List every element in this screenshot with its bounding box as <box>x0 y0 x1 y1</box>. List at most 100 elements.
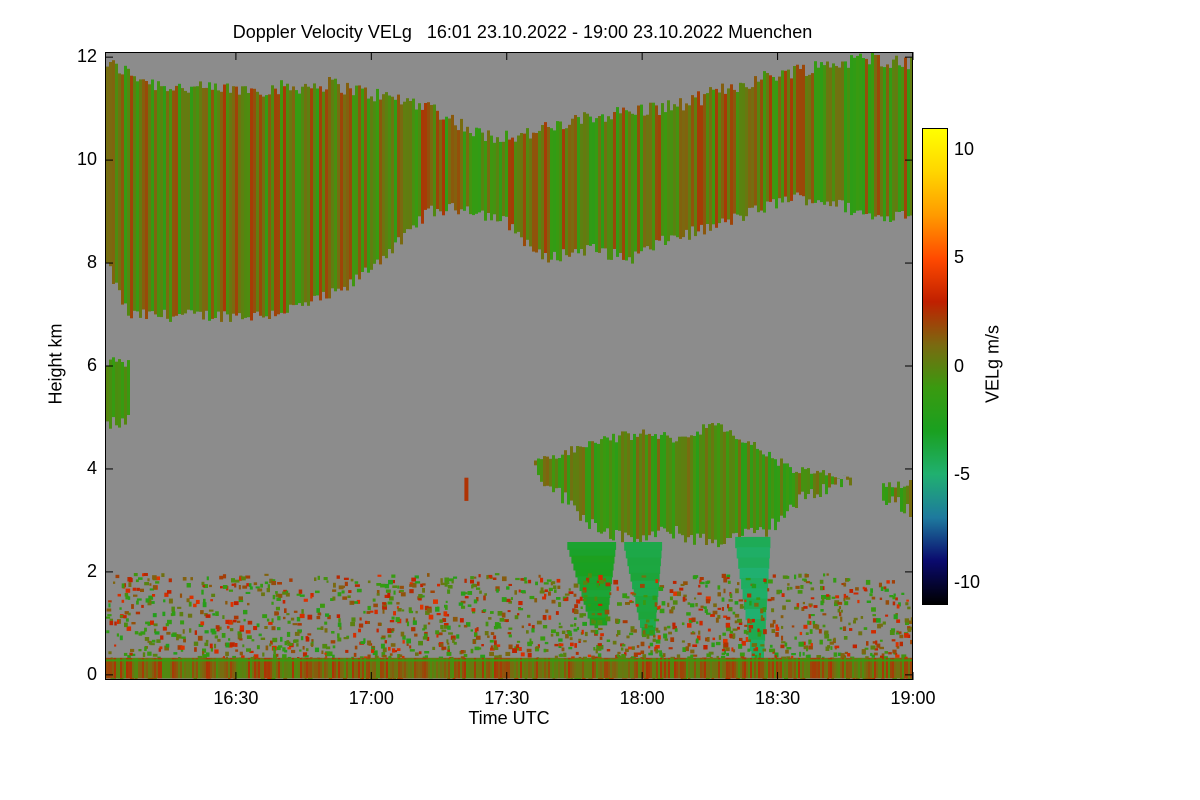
boundary-layer-pixel <box>508 627 513 630</box>
surface-band-column <box>640 657 642 679</box>
boundary-layer-pixel <box>563 652 567 657</box>
boundary-layer-pixel <box>324 621 328 625</box>
boundary-layer-pixel <box>691 617 696 623</box>
mid-cloud-column <box>885 486 888 505</box>
surface-band-column <box>592 657 594 679</box>
boundary-layer-pixel <box>583 640 587 643</box>
surface-band-column <box>598 657 600 679</box>
upper-cloud-column <box>511 137 514 225</box>
surface-band-column <box>890 657 892 679</box>
boundary-layer-pixel <box>409 649 415 652</box>
surface-band-column <box>388 657 390 679</box>
boundary-layer-pixel <box>255 586 260 589</box>
surface-band-column <box>392 657 394 679</box>
boundary-layer-pixel <box>820 600 824 606</box>
surface-band-column <box>478 657 480 679</box>
boundary-layer-pixel <box>209 584 212 588</box>
boundary-layer-pixel <box>823 573 826 577</box>
boundary-layer-pixel <box>447 648 450 653</box>
upper-cloud-column <box>361 88 364 272</box>
upper-cloud-column <box>751 87 754 208</box>
upper-cloud-column <box>817 67 820 201</box>
mid-cloud-column <box>570 446 573 501</box>
boundary-layer-pixel <box>757 631 761 637</box>
surface-band-column <box>744 657 746 679</box>
surface-band-column <box>128 657 130 679</box>
boundary-layer-pixel <box>732 633 736 639</box>
surface-band-column <box>424 657 426 679</box>
upper-cloud-column <box>883 67 886 222</box>
boundary-layer-pixel <box>558 625 563 629</box>
surface-band-column <box>456 657 458 679</box>
surface-band-column <box>194 657 196 679</box>
upper-cloud-column <box>697 91 700 232</box>
boundary-layer-pixel <box>715 641 721 646</box>
fall-streak-segment <box>632 580 659 590</box>
boundary-layer-pixel <box>415 581 421 584</box>
upper-cloud-column <box>886 64 889 217</box>
boundary-layer-pixel <box>210 599 213 602</box>
boundary-layer-pixel <box>745 637 749 642</box>
surface-band-column <box>788 657 790 679</box>
boundary-layer-pixel <box>802 578 807 581</box>
boundary-layer-pixel <box>597 653 602 658</box>
surface-band-column <box>238 657 240 679</box>
boundary-layer-pixel <box>106 630 110 634</box>
boundary-layer-pixel <box>537 644 540 648</box>
mid-cloud-column <box>816 470 819 495</box>
boundary-layer-pixel <box>296 643 299 647</box>
boundary-layer-pixel <box>670 637 675 642</box>
boundary-layer-pixel <box>140 588 144 592</box>
fall-streak-segment <box>579 583 612 592</box>
boundary-layer-pixel <box>467 591 473 595</box>
surface-band-column <box>724 657 726 679</box>
upper-cloud-column <box>199 81 202 312</box>
boundary-layer-pixel <box>633 652 638 657</box>
upper-cloud-column <box>229 92 232 322</box>
boundary-layer-pixel <box>316 608 320 613</box>
mid-cloud-column <box>891 487 894 497</box>
boundary-layer-pixel <box>545 649 549 652</box>
boundary-layer-pixel <box>770 597 775 601</box>
fall-streak-segment <box>736 547 770 559</box>
boundary-layer-pixel <box>496 588 499 593</box>
mid-cloud-column <box>693 436 696 545</box>
surface-band-column <box>884 657 886 679</box>
surface-band-column <box>470 657 472 679</box>
boundary-layer-pixel <box>460 600 466 604</box>
boundary-layer-pixel <box>389 653 393 656</box>
boundary-layer-pixel <box>467 604 472 607</box>
boundary-layer-pixel <box>717 614 721 619</box>
boundary-layer-pixel <box>271 579 276 582</box>
upper-cloud-column <box>265 95 268 317</box>
surface-band-column <box>718 657 720 679</box>
surface-band-column <box>466 657 468 679</box>
boundary-layer-pixel <box>507 610 511 613</box>
boundary-layer-pixel <box>843 582 847 587</box>
surface-band-column <box>108 657 110 679</box>
boundary-layer-pixel <box>173 652 178 655</box>
upper-cloud-column <box>226 83 229 315</box>
surface-band-column <box>282 657 284 679</box>
boundary-layer-pixel <box>692 654 698 657</box>
mid-cloud-column <box>681 436 684 536</box>
boundary-layer-pixel <box>839 611 842 617</box>
boundary-layer-pixel <box>807 620 810 625</box>
boundary-layer-pixel <box>470 579 474 584</box>
boundary-layer-pixel <box>287 647 292 650</box>
boundary-layer-pixel <box>803 606 808 609</box>
boundary-layer-pixel <box>813 605 818 608</box>
upper-cloud-column <box>160 86 163 318</box>
boundary-layer-pixel <box>569 637 573 641</box>
upper-cloud-column <box>133 76 136 311</box>
fall-streak-segment <box>735 536 771 549</box>
surface-band-column <box>608 657 610 679</box>
upper-cloud-column <box>859 53 862 211</box>
boundary-layer-pixel <box>246 648 251 652</box>
boundary-layer-pixel <box>285 592 290 597</box>
boundary-layer-pixel <box>711 642 715 648</box>
upper-cloud-column <box>442 119 445 216</box>
boundary-layer-pixel <box>396 606 399 610</box>
boundary-layer-pixel <box>354 645 358 650</box>
upper-cloud-column <box>445 116 448 212</box>
